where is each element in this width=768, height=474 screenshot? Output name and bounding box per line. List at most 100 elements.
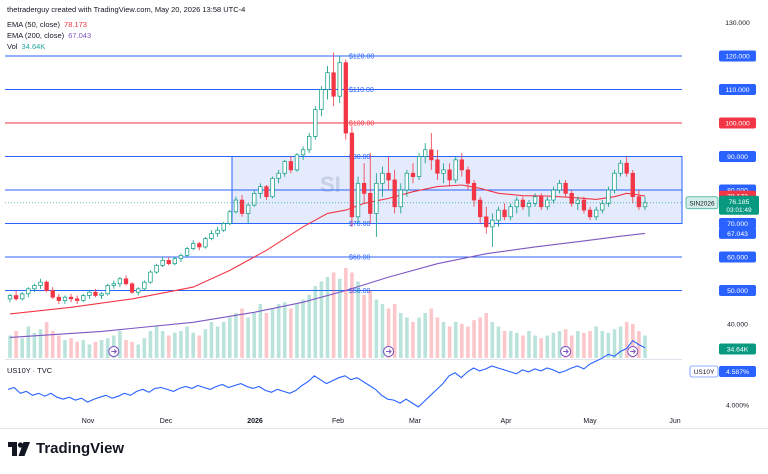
- candle-body: [526, 203, 532, 208]
- ema50-legend-value: 78.173: [64, 20, 87, 29]
- symbol-tag: [685, 196, 719, 210]
- last-price-badge: [719, 195, 759, 215]
- volume-bar: [582, 332, 586, 358]
- candle-body: [68, 296, 74, 300]
- candle-body: [569, 193, 574, 204]
- volume-bar: [466, 326, 470, 358]
- volume-bar: [441, 322, 446, 358]
- ema200-legend-value: 67.043: [68, 31, 92, 40]
- volume-bar: [93, 341, 98, 358]
- candle-body: [490, 219, 495, 228]
- candle-body: [148, 271, 153, 283]
- candle-body: [355, 182, 361, 218]
- volume-bar: [545, 335, 550, 358]
- candle-body: [142, 281, 147, 290]
- candle-body: [252, 193, 257, 206]
- chart-attribution: thetraderguy created with TradingView.co…: [7, 5, 246, 14]
- candle-body: [532, 196, 538, 204]
- candle-body: [423, 149, 428, 157]
- volume-bar: [380, 304, 385, 358]
- level-axis-badge-text: 120.000: [725, 54, 750, 61]
- candle-body: [264, 186, 269, 198]
- candle-body: [398, 189, 403, 208]
- volume-bar: [209, 322, 214, 358]
- volume-bar: [203, 329, 208, 358]
- candle-body: [374, 182, 379, 214]
- candle-body: [270, 177, 275, 198]
- volume-bar: [368, 290, 373, 358]
- volume-bar: [240, 308, 244, 358]
- volume-bar: [325, 277, 330, 358]
- volume-bar: [81, 340, 86, 358]
- volume-bar: [472, 320, 476, 358]
- candle-body: [343, 62, 348, 134]
- volume-bar: [398, 313, 403, 358]
- volume-bar: [69, 338, 73, 358]
- volume-bar: [313, 286, 318, 358]
- candle-body: [313, 109, 318, 137]
- candle-body: [7, 295, 13, 300]
- volume-bar: [411, 322, 415, 358]
- volume-bar: [14, 331, 18, 358]
- volume-bar: [643, 335, 647, 358]
- candle-body: [62, 296, 68, 301]
- volume-bar: [234, 313, 238, 358]
- us10y-axis-tick: 4.000%: [726, 403, 749, 410]
- event-marker-arrow-icon: [386, 349, 392, 354]
- level-label: $100.00: [349, 121, 374, 128]
- volume-bar: [551, 332, 556, 358]
- volume-bar: [460, 323, 464, 358]
- volume-bar: [289, 308, 293, 358]
- candle-body: [93, 291, 98, 296]
- volume-bar: [588, 331, 592, 358]
- us10y-symbol-tag: [689, 365, 719, 378]
- volume-bar: [374, 299, 379, 358]
- level-axis-badge: [719, 117, 756, 129]
- volume-bar: [435, 317, 440, 358]
- volume-bar: [20, 338, 25, 358]
- volume-bar: [50, 331, 55, 358]
- volume-bar: [618, 326, 623, 358]
- candle-body: [319, 89, 324, 110]
- volume-axis-badge: [719, 343, 756, 355]
- candle-body: [129, 283, 135, 293]
- volume-bar: [563, 329, 568, 358]
- candle-body: [209, 233, 214, 239]
- volume-bar: [8, 335, 12, 358]
- candle-body: [166, 260, 171, 265]
- candle-body: [203, 238, 208, 248]
- candle-body: [331, 72, 336, 97]
- candle-body: [32, 285, 37, 290]
- volume-bar: [38, 329, 43, 358]
- candle-body: [453, 159, 458, 181]
- candle-body: [276, 172, 281, 179]
- level-axis-badge: [719, 285, 756, 296]
- price-axis-tick: 40.000: [727, 322, 748, 329]
- countdown-badge-text: 03:01:49: [726, 207, 752, 214]
- candle-body: [502, 209, 507, 218]
- volume-legend: Vol 34.64K: [7, 42, 45, 51]
- volume-bar: [179, 331, 183, 358]
- volume-bar: [521, 335, 525, 358]
- volume-bar: [331, 272, 336, 358]
- candle-body: [233, 199, 239, 213]
- candle-body: [349, 132, 355, 218]
- volume-bar: [215, 326, 220, 358]
- candle-body: [99, 293, 104, 296]
- tradingview-brand: TradingView: [8, 440, 124, 457]
- candle-body: [514, 199, 519, 208]
- volume-bar: [57, 335, 61, 358]
- symbol-tag-text: SIN2026: [689, 200, 715, 207]
- candle-body: [416, 156, 422, 177]
- candle-body: [154, 265, 159, 273]
- ema50-legend-label: EMA (50, close): [7, 20, 60, 29]
- candle-body: [87, 291, 92, 296]
- candle-body: [410, 172, 416, 177]
- time-axis-label: Nov: [82, 418, 95, 425]
- candle-body: [587, 209, 593, 218]
- us10y-axis-badge-text: 4.587%: [726, 369, 749, 376]
- candle-body: [123, 278, 129, 285]
- candle-body: [618, 162, 623, 174]
- candle-body: [191, 243, 196, 249]
- volume-legend-label: Vol: [7, 42, 18, 51]
